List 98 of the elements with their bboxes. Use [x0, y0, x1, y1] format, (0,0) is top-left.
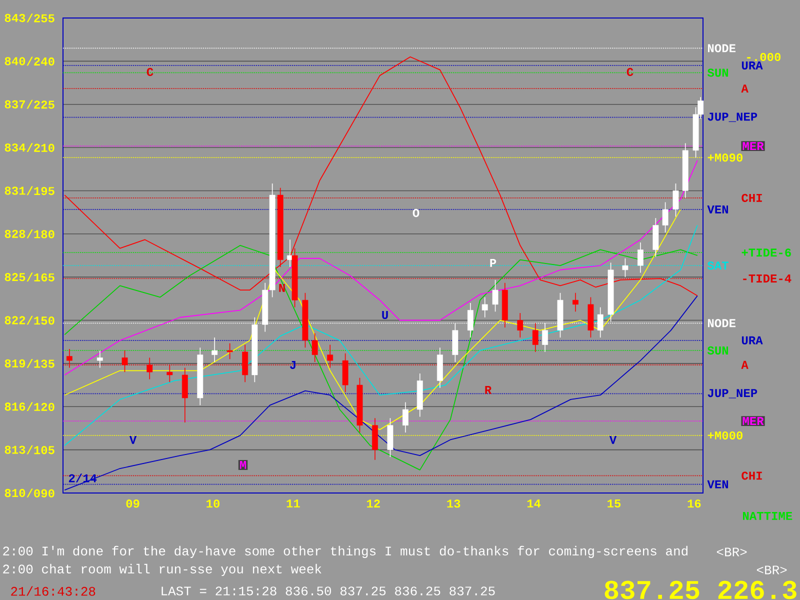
text: NATTIME [743, 512, 792, 520]
annotation: O [412, 208, 420, 218]
y-tick-label: 840 [4, 57, 26, 66]
candlestick [662, 202, 668, 233]
y-tick-label: 831 [4, 186, 26, 195]
y-tick-label: 834 [4, 143, 26, 152]
annotation: C [626, 68, 634, 76]
ref-line-label: +TIDE-6 [742, 248, 791, 257]
candlestick [182, 367, 188, 423]
y-tick-label: 816 [4, 402, 26, 411]
annotation: M [240, 461, 246, 469]
x-tick-label: 14 [527, 500, 541, 508]
candlestick [572, 292, 578, 312]
ref-line-label: SAT [707, 261, 728, 270]
annotation: V [609, 436, 617, 444]
y-tick-label: 843 [4, 14, 26, 22]
ref-line-label: VEN [707, 480, 728, 488]
candlestick [66, 348, 72, 368]
candlestick [166, 364, 173, 383]
ref-line-label: SUN [707, 68, 728, 77]
y2-tick-label: /150 [26, 316, 54, 325]
x-tick-label: 09 [126, 500, 140, 508]
line-series [64, 160, 698, 376]
candlestick [482, 296, 488, 318]
text: <BR> [716, 548, 747, 556]
y2-tick-label: /135 [26, 359, 54, 368]
y-tick-label: 819 [4, 359, 26, 368]
annotation: J [290, 360, 296, 370]
text: LAST = 21:15:28 836.50 837.25 836.25 837.25 [162, 586, 495, 596]
candlestick [212, 337, 218, 362]
candlestick [402, 402, 408, 433]
y-tick-label: 828 [4, 230, 26, 238]
text: 2:00 I'm done for the day-have some other things I must do-thanks for coming-screens and [3, 546, 688, 558]
x-tick-label: 10 [206, 500, 220, 508]
ref-line-label: CHI [742, 472, 762, 480]
text: 837.25 226.3 [604, 580, 796, 600]
ref-line-label: CHI [742, 194, 762, 202]
annotation: V [129, 436, 137, 444]
x-tick-label: 13 [447, 500, 460, 508]
ref-line-label: JUP_NEP [708, 389, 758, 398]
ref-line-label: +M090 [708, 154, 743, 162]
x-tick-label: 12 [366, 500, 380, 508]
y2-tick-label: /255 [26, 14, 54, 22]
candlestick [122, 350, 128, 372]
y-tick-label: 837 [4, 100, 26, 108]
y2-tick-label: /165 [26, 272, 54, 282]
candlestick [672, 183, 679, 218]
ref-line-label: VEN [707, 205, 728, 214]
candlestick [242, 344, 248, 383]
y2-tick-label: /105 [26, 445, 54, 454]
candlestick [517, 312, 524, 338]
ref-line-label: SUN [707, 346, 728, 355]
candlestick [96, 350, 103, 368]
x-tick-label: 15 [608, 500, 621, 508]
annotation: U [382, 310, 388, 319]
text: 2:00 chat room will run-sse you next week [3, 564, 322, 576]
x-tick-label: 11 [286, 500, 300, 508]
annotation: R [485, 386, 492, 394]
y-tick-label: 813 [4, 446, 26, 454]
candlestick [146, 357, 153, 380]
line-series [64, 224, 698, 446]
candlestick [327, 344, 334, 368]
y-tick-label: 810 [4, 488, 26, 498]
annotation: N [279, 284, 285, 292]
annotation: P [490, 259, 496, 267]
candlestick [622, 258, 628, 278]
ref-line-label: A [741, 360, 748, 369]
annotation: 2/14 [68, 474, 97, 482]
text: 21/16:43:28 [11, 586, 96, 596]
ref-line-label: JUP_NEP [708, 112, 758, 122]
ref-line-label: A [741, 84, 748, 92]
candlestick [312, 332, 318, 362]
y2-tick-label: /090 [26, 488, 54, 498]
y-tick-label: 825 [4, 273, 26, 282]
ref-line-label: NODE [708, 44, 736, 52]
x-tick-label: 16 [688, 500, 701, 508]
y2-tick-label: /225 [26, 100, 54, 109]
y2-tick-label: /195 [26, 186, 54, 196]
ref-line-label: URA [742, 61, 763, 70]
candlestick [637, 242, 644, 274]
line-series [64, 244, 698, 470]
annotation: C [146, 68, 154, 76]
candlestick [532, 322, 538, 352]
ref-line-label: MER [742, 417, 764, 425]
y-tick-label: 822 [4, 316, 26, 324]
y2-tick-label: /120 [26, 402, 54, 412]
text: <BR> [756, 566, 787, 574]
text: -.000 [747, 52, 781, 62]
y2-tick-label: /240 [26, 56, 54, 66]
ref-line-label: NODE [708, 319, 736, 328]
candlestick [226, 342, 233, 360]
ref-line-label: -TIDE-4 [743, 274, 792, 282]
y2-tick-label: /210 [26, 143, 54, 152]
ref-line-label: MER [742, 142, 764, 150]
candlestick [492, 280, 498, 312]
ref-line-label: URA [742, 336, 763, 344]
ref-line-label: +M000 [708, 431, 743, 440]
y2-tick-label: /180 [26, 229, 54, 238]
